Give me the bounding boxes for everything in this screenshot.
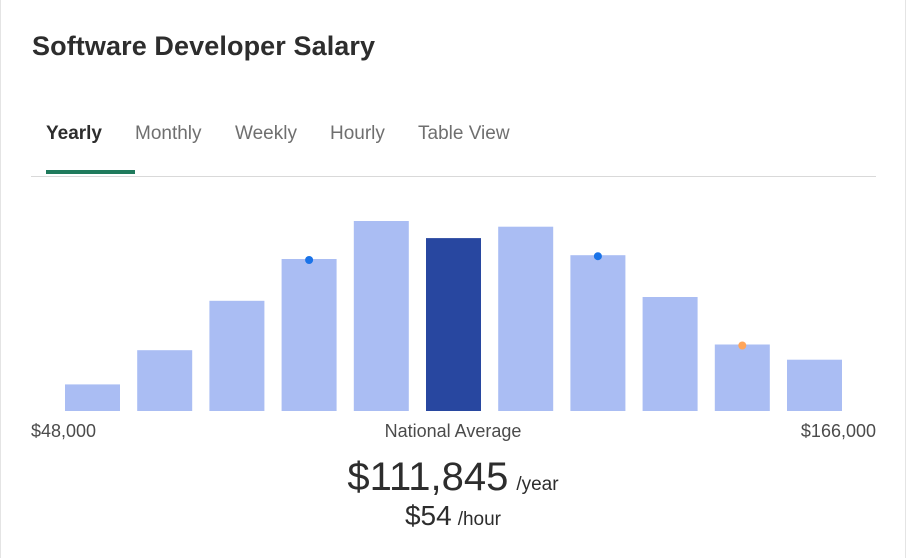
range-max-label: $166,000 xyxy=(800,421,876,441)
bar-2[interactable] xyxy=(209,300,265,411)
hourly-salary: $54/hour xyxy=(0,500,906,532)
hourly-salary-unit: /hour xyxy=(457,509,502,530)
marker-dot-blue[interactable] xyxy=(305,256,314,264)
bar-3[interactable] xyxy=(281,259,337,411)
national-average-label-row: National Average xyxy=(0,421,906,442)
bar-national-average[interactable] xyxy=(426,238,481,411)
yearly-salary-amount: $111,845 xyxy=(347,455,509,499)
tab-yearly[interactable]: Yearly xyxy=(46,108,135,174)
marker-dot-blue[interactable] xyxy=(593,252,602,261)
tab-monthly[interactable]: Monthly xyxy=(135,108,202,174)
tab-table-view[interactable]: Table View xyxy=(418,108,510,174)
bar-0[interactable] xyxy=(65,384,120,411)
bar-6[interactable] xyxy=(498,226,554,411)
marker-dot-orange[interactable] xyxy=(738,341,747,350)
yearly-salary: $111,845/year xyxy=(0,455,906,500)
yearly-salary-unit: /year xyxy=(516,474,559,495)
tab-label: Yearly xyxy=(46,123,102,144)
tab-hourly[interactable]: Hourly xyxy=(330,108,385,174)
tab-weekly[interactable]: Weekly xyxy=(235,108,297,174)
bar-4[interactable] xyxy=(353,221,409,411)
active-tab-indicator xyxy=(46,170,135,174)
card-border-left xyxy=(0,0,1,558)
page-title: Software Developer Salary xyxy=(32,31,376,61)
range-min-label: $48,000 xyxy=(31,421,97,441)
bar-9[interactable] xyxy=(714,344,770,412)
bar-8[interactable] xyxy=(642,297,698,411)
bar-7[interactable] xyxy=(570,255,626,411)
salary-distribution-chart xyxy=(65,221,842,412)
tab-label: Monthly xyxy=(135,123,202,144)
national-average-label: National Average xyxy=(384,421,522,441)
tab-label: Hourly xyxy=(330,123,385,144)
tab-bar: Yearly Monthly Weekly Hourly Table View xyxy=(31,108,876,177)
tab-label: Table View xyxy=(418,123,510,144)
hourly-salary-amount: $54 xyxy=(404,500,452,531)
tab-label: Weekly xyxy=(235,123,297,144)
bar-1[interactable] xyxy=(137,350,193,411)
bar-10[interactable] xyxy=(787,359,842,411)
